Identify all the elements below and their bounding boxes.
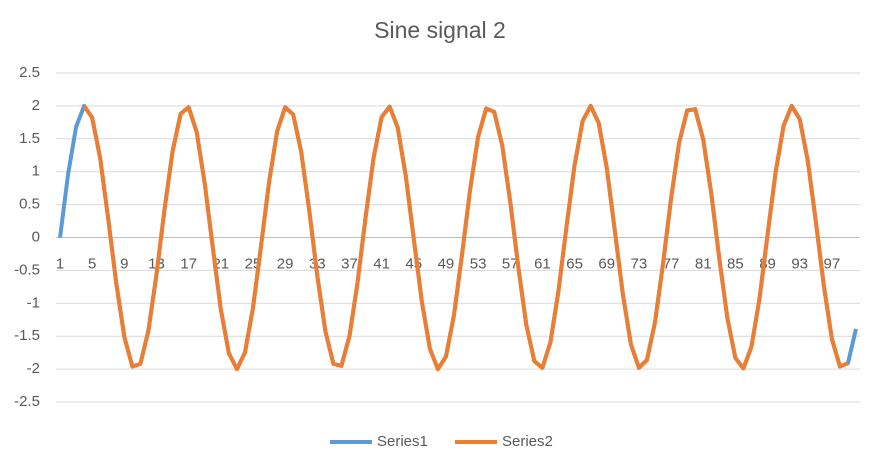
x-tick-label: 1 [56,255,64,272]
y-tick-label: -1.5 [14,327,40,344]
y-tick-label: 1.5 [19,130,40,147]
chart-title: Sine signal 2 [374,17,506,43]
x-tick-label: 17 [180,255,197,272]
x-tick-label: 41 [373,255,390,272]
x-tick-label: 9 [120,255,128,272]
y-tick-label: -2 [27,360,40,377]
x-tick-label: 49 [438,255,455,272]
x-tick-label: 37 [341,255,358,272]
y-tick-label: -1 [27,294,40,311]
x-tick-label: 85 [727,255,744,272]
x-tick-label: 81 [695,255,712,272]
x-tick-label: 53 [470,255,487,272]
x-tick-label: 77 [663,255,680,272]
x-tick-label: 65 [566,255,583,272]
legend-label: Series2 [502,433,553,450]
legend-label: Series1 [377,433,428,450]
y-tick-label: 0 [32,228,40,245]
y-tick-label: -2.5 [14,393,40,410]
y-tick-label: 0.5 [19,196,40,213]
y-tick-label: -0.5 [14,261,40,278]
x-tick-label: 73 [631,255,648,272]
x-tick-label: 61 [534,255,551,272]
x-tick-label: 57 [502,255,519,272]
x-tick-label: 93 [791,255,808,272]
y-tick-label: 1 [32,163,40,180]
x-tick-label: 69 [598,255,615,272]
x-tick-label: 97 [824,255,841,272]
y-tick-label: 2.5 [19,64,40,81]
x-tick-label: 5 [88,255,96,272]
series-line [82,103,849,372]
x-tick-label: 29 [277,255,294,272]
y-tick-label: 2 [32,97,40,114]
